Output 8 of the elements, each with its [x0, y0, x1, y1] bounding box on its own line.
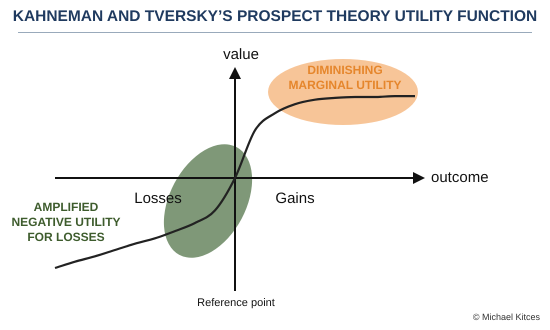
text: Reference point [196, 296, 276, 310]
x-axis-title: outcome [431, 169, 489, 186]
annotation: AMPLIFIED NEGATIVE UTILITY FOR LOSSES [10, 200, 122, 245]
text: DIMINISHING MARGINAL UTILITY [287, 63, 403, 93]
chart-title: KAHNEMAN AND TVERSKY’S PROSPECT THEORY UTILITY FUNCTION [12, 8, 538, 26]
y-axis-title: value [223, 46, 259, 64]
annotation: Gains [274, 190, 316, 208]
text: © Michael Kitces [472, 311, 540, 323]
